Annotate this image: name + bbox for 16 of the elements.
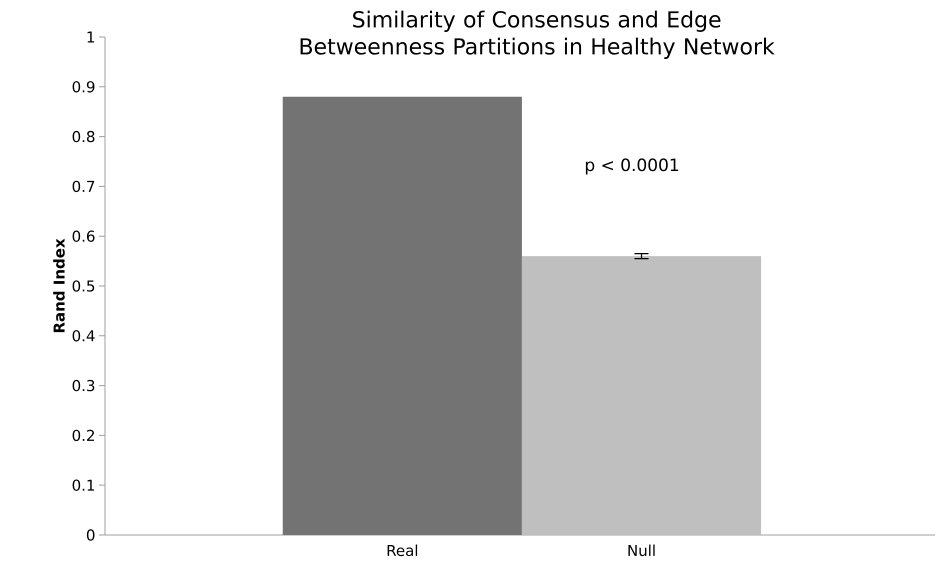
y-tick-label: 0.7 [72, 180, 94, 192]
x-tick-label: Real [388, 544, 418, 556]
y-tick-label: 0.1 [72, 480, 94, 491]
x-tick-label: Null [628, 544, 655, 556]
y-tick-label: 0.9 [72, 81, 94, 92]
y-tick-label: 0.8 [72, 130, 94, 142]
chart-title: Similarity of Consensus and Edge Betweenness Partitions in Healthy Network [300, 10, 775, 59]
y-tick-label: 0.6 [72, 230, 95, 242]
y-tick-label: 0.3 [72, 380, 94, 392]
y-tick-label: 0.2 [72, 430, 94, 442]
y-tick-label: 1 [88, 32, 94, 42]
annotation: p < 0.0001 [586, 158, 678, 175]
y-tick-label: 0.4 [72, 330, 95, 342]
y-tick-label: 0 [86, 529, 94, 541]
y-axis-title: Rand Index [53, 238, 65, 332]
y-tick-label: 0.5 [72, 280, 94, 292]
